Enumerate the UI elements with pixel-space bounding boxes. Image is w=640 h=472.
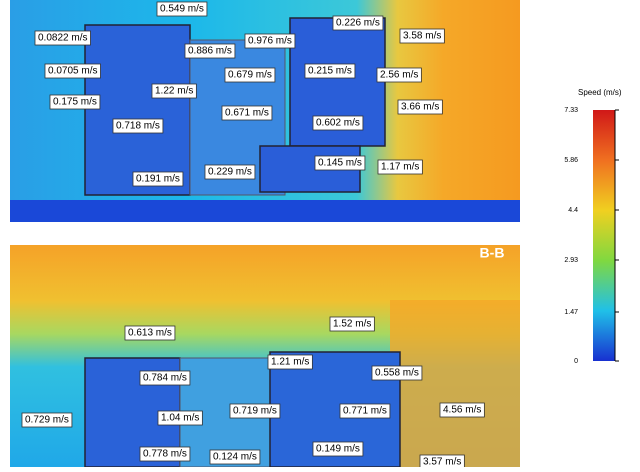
speed-label: 0.145 m/s — [318, 158, 362, 169]
label-box — [267, 354, 313, 370]
label-box — [151, 83, 197, 99]
label-box — [209, 449, 261, 465]
label-box — [44, 63, 101, 79]
label-box — [332, 15, 384, 31]
label-box — [399, 28, 445, 44]
legend-tick-label: 2.93 — [564, 257, 578, 264]
speed-label: 0.226 m/s — [336, 18, 380, 29]
speed-label: 0.679 m/s — [228, 70, 272, 81]
speed-label: 0.778 m/s — [143, 449, 187, 460]
speed-label: 0.149 m/s — [316, 444, 360, 455]
speed-label: 0.729 m/s — [25, 415, 69, 426]
label-box — [224, 67, 276, 83]
label-box — [304, 63, 356, 79]
speed-label: 2.56 m/s — [380, 70, 418, 81]
speed-label: 1.22 m/s — [155, 86, 193, 97]
speed-label: 0.0705 m/s — [48, 66, 97, 77]
label-box — [439, 402, 485, 418]
label-box — [329, 316, 375, 332]
label-box — [34, 30, 91, 46]
speed-label: 3.57 m/s — [423, 457, 461, 467]
legend-tick-label: 0 — [574, 358, 578, 365]
legend-tick-label: 1.47 — [564, 309, 578, 316]
speed-label: 0.671 m/s — [225, 108, 269, 119]
label-box — [244, 33, 296, 49]
speed-label: 0.719 m/s — [233, 406, 277, 417]
label-box — [49, 94, 101, 110]
speed-label: 1.52 m/s — [333, 319, 371, 330]
speed-label: 0.976 m/s — [248, 36, 292, 47]
label-box — [139, 446, 191, 462]
speed-label: 0.549 m/s — [160, 4, 204, 15]
panel-bottom — [10, 245, 520, 468]
label-box — [204, 164, 256, 180]
speed-label: 0.771 m/s — [343, 406, 387, 417]
speed-label: 1.04 m/s — [161, 413, 199, 424]
speed-label: 0.215 m/s — [308, 66, 352, 77]
label-box — [21, 412, 73, 428]
speed-label: 0.229 m/s — [208, 167, 252, 178]
label-box — [377, 159, 423, 175]
label-box — [229, 403, 281, 419]
speed-label: 1.21 m/s — [271, 357, 309, 368]
label-box — [157, 410, 203, 426]
label-box — [132, 171, 184, 187]
speed-label: 0.558 m/s — [375, 368, 419, 379]
label-box — [397, 99, 443, 115]
speed-label: 0.175 m/s — [53, 97, 97, 108]
legend-title: Speed (m/s) — [578, 88, 622, 97]
legend-bar — [593, 110, 615, 361]
speed-label: 3.66 m/s — [401, 102, 439, 113]
label-box — [312, 115, 364, 131]
speed-label: 0.784 m/s — [143, 373, 187, 384]
speed-label: 0.613 m/s — [128, 328, 172, 339]
speed-label: 0.124 m/s — [213, 452, 257, 463]
label-box — [376, 67, 422, 83]
speed-label: 0.602 m/s — [316, 118, 360, 129]
label-box — [124, 325, 176, 341]
label-box — [139, 370, 191, 386]
speed-label: 0.718 m/s — [116, 121, 160, 132]
label-box — [156, 1, 208, 17]
label-box — [339, 403, 391, 419]
legend-tick-label: 4.4 — [568, 207, 578, 214]
legend-tick-label: 7.33 — [564, 107, 578, 114]
speed-label: 0.191 m/s — [136, 174, 180, 185]
label-box — [312, 441, 364, 457]
speed-label: 4.56 m/s — [443, 405, 481, 416]
panel-title: B-B — [480, 245, 505, 261]
legend-tick-label: 5.86 — [564, 157, 578, 164]
speed-label: 0.0822 m/s — [38, 33, 87, 44]
speed-label: 1.17 m/s — [381, 162, 419, 173]
speed-label: 0.886 m/s — [188, 46, 232, 57]
label-box — [184, 43, 236, 59]
speed-label: 3.58 m/s — [403, 31, 441, 42]
label-box — [371, 365, 423, 381]
label-box — [221, 105, 273, 121]
label-box — [314, 155, 366, 171]
label-box — [112, 118, 164, 134]
